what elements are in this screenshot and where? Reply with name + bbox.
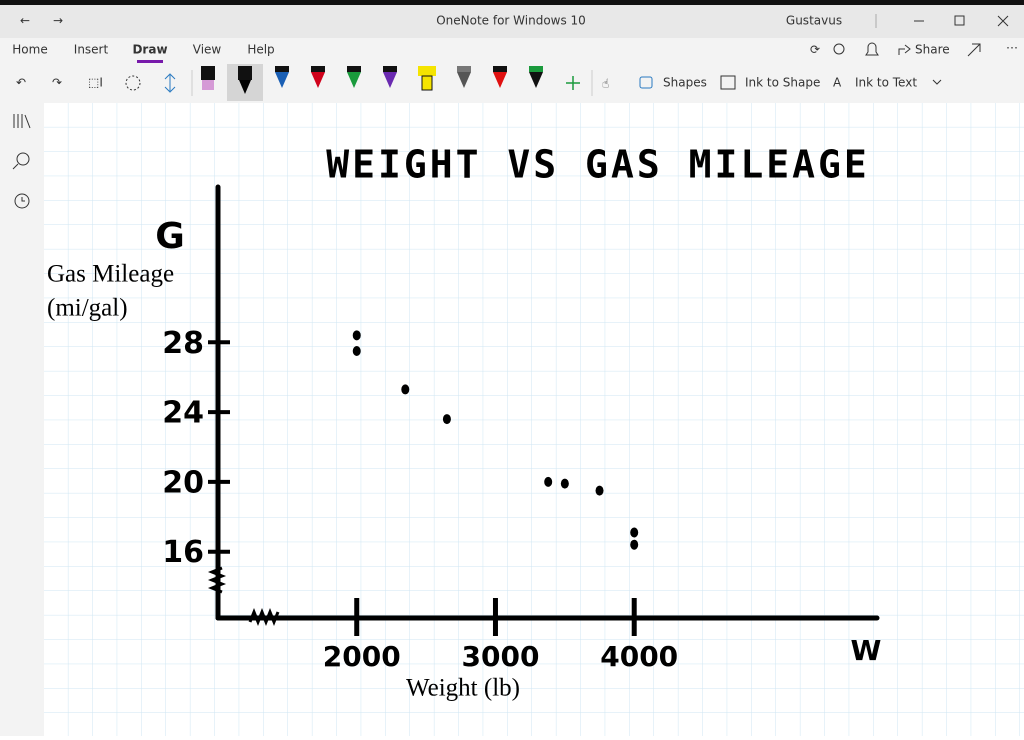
x-tick-label: 3000	[462, 640, 540, 673]
ribbon-tab[interactable]: Help	[247, 43, 274, 57]
highlighter[interactable]	[418, 66, 436, 91]
undo-button[interactable]: ↶	[16, 76, 26, 90]
share-button[interactable]: Share	[915, 43, 950, 57]
data-point	[442, 414, 451, 425]
add-pen-button[interactable]	[566, 76, 580, 90]
pen[interactable]	[493, 66, 507, 88]
x-tick-label: 2000	[323, 640, 401, 673]
notifications-icon[interactable]	[865, 42, 879, 56]
pen[interactable]	[311, 66, 325, 88]
data-point	[630, 527, 639, 538]
space-tool[interactable]	[164, 73, 176, 93]
pen[interactable]	[238, 66, 252, 94]
axis-break	[248, 607, 280, 627]
annotation: G	[155, 216, 185, 257]
ink-to-text-icon: A	[833, 76, 842, 90]
window-title: OneNote for Windows 10	[436, 14, 586, 28]
y-tick-label: 16	[162, 535, 204, 570]
handwritten-chart: WEIGHT VS GAS MILEAGE 16 20 24 28 2000 3000 400…	[47, 143, 882, 702]
select-tool[interactable]: ⬚I	[88, 76, 103, 90]
data-point	[630, 539, 639, 550]
pen[interactable]	[383, 66, 397, 88]
active-tab-indicator	[137, 60, 163, 63]
more-button[interactable]: ⋯	[1006, 41, 1018, 55]
data-point	[401, 384, 410, 395]
y-tick-label: 24	[162, 396, 204, 431]
y-axis-label: (mi/gal)	[47, 295, 128, 322]
annotation: W	[851, 634, 882, 667]
ribbon-tab[interactable]: View	[193, 43, 222, 57]
data-point	[352, 330, 361, 341]
more-tools-chevron[interactable]	[932, 79, 942, 85]
chart-title: WEIGHT VS GAS MILEAGE	[326, 143, 869, 187]
ink-to-shape-icon[interactable]	[720, 75, 736, 90]
fullscreen-icon[interactable]	[967, 43, 981, 57]
x-axis-label: Weight (lb)	[406, 675, 520, 702]
pen[interactable]	[529, 66, 543, 88]
data-point	[560, 478, 569, 489]
redo-button[interactable]: ↷	[52, 76, 62, 90]
pen[interactable]	[347, 66, 361, 88]
ribbon-tab[interactable]: Insert	[74, 43, 109, 57]
y-axis-label: Gas Mileage	[47, 261, 174, 288]
maximize-button[interactable]	[954, 15, 965, 26]
toolbar-button: Ink to Text	[855, 76, 917, 90]
y-tick-label: 28	[162, 326, 204, 361]
ideas-icon[interactable]	[833, 43, 845, 55]
pen[interactable]	[275, 66, 289, 88]
shapes-icon[interactable]	[639, 76, 653, 89]
pen[interactable]	[457, 66, 471, 88]
ribbon-tab[interactable]: Home	[12, 43, 47, 57]
recent-icon[interactable]	[14, 193, 30, 209]
forward-button[interactable]: →	[53, 14, 63, 28]
ribbon-tab[interactable]: Draw	[132, 43, 167, 57]
share-icon[interactable]	[898, 44, 911, 55]
user-name[interactable]: Gustavus	[786, 14, 842, 28]
search-icon[interactable]	[16, 152, 30, 166]
axis-break	[207, 566, 227, 594]
data-point	[595, 485, 604, 496]
data-point	[544, 476, 553, 487]
lasso-tool[interactable]	[125, 75, 141, 91]
toolbar-button[interactable]: Shapes	[663, 76, 707, 90]
x-tick-label: 4000	[600, 640, 678, 673]
y-tick-label: 20	[162, 465, 204, 500]
sync-icon[interactable]: ⟳	[810, 43, 820, 57]
notebooks-icon[interactable]	[13, 114, 31, 129]
back-button[interactable]: ←	[20, 14, 30, 28]
toolbar-button[interactable]: Ink to Shape	[745, 76, 820, 90]
touch-drawing-icon[interactable]: ☝	[602, 77, 609, 91]
pen[interactable]	[201, 66, 215, 90]
data-point	[352, 346, 361, 357]
close-button[interactable]	[997, 15, 1009, 27]
